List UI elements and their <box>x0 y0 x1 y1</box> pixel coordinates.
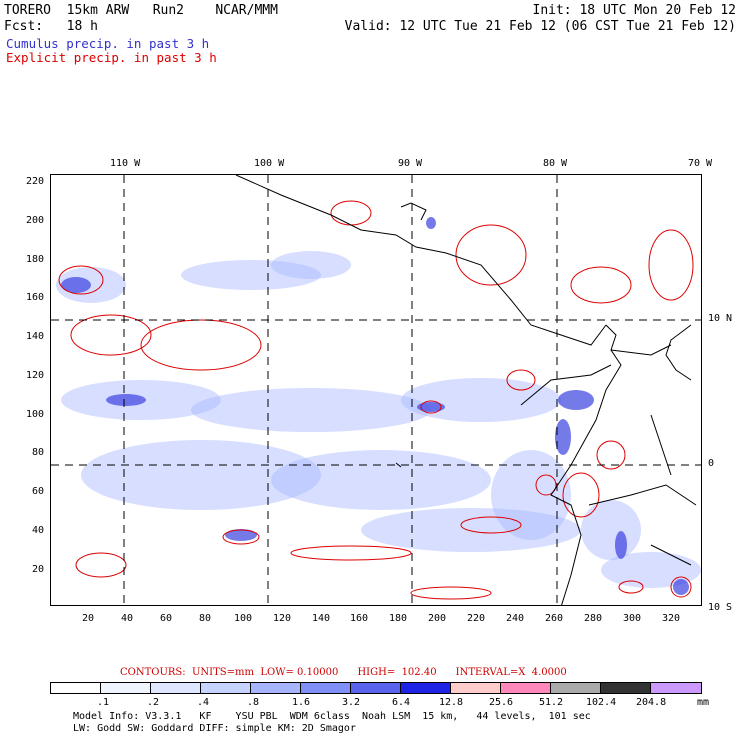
colorbar-swatch <box>350 682 401 694</box>
colorbar-label: .2 <box>147 697 160 708</box>
colorbar-swatch <box>150 682 201 694</box>
y-label: 60 <box>32 486 45 497</box>
lat-label-0: 0 <box>708 458 715 469</box>
x-label: 100 <box>234 613 253 624</box>
colorbar-swatch <box>650 682 702 694</box>
colorbar-label: .1 <box>97 697 110 708</box>
lon-label-100w: 100 W <box>254 158 285 169</box>
colorbar-label: 12.8 <box>439 697 464 708</box>
lat-lon-grid <box>51 175 701 605</box>
lon-label-80w: 80 W <box>543 158 568 169</box>
precip-map <box>50 174 702 606</box>
x-label: 140 <box>312 613 331 624</box>
lon-label-90w: 90 W <box>398 158 423 169</box>
colorbar-swatch <box>100 682 151 694</box>
colorbar-unit: mm <box>697 697 710 708</box>
legend-explicit: Explicit precip. in past 3 h <box>6 50 217 65</box>
colorbar-label: 3.2 <box>342 697 361 708</box>
model-info-line2: LW: Godd SW: Goddard DIFF: simple KM: 2D… <box>73 723 356 734</box>
colorbar-label: 102.4 <box>586 697 617 708</box>
precip-map-canvas <box>51 175 701 605</box>
y-label: 120 <box>26 370 45 381</box>
lon-label-70w: 70 W <box>688 158 713 169</box>
x-label: 240 <box>506 613 525 624</box>
x-label: 200 <box>428 613 447 624</box>
x-label: 20 <box>82 613 95 624</box>
colorbar-label: 1.6 <box>292 697 311 708</box>
colorbar-swatch <box>550 682 601 694</box>
coastlines <box>235 175 697 605</box>
x-label: 120 <box>273 613 292 624</box>
colorbar-swatch <box>500 682 551 694</box>
valid-time: Valid: 12 UTC Tue 21 Feb 12 (06 CST Tue … <box>344 19 736 34</box>
colorbar-swatch <box>250 682 301 694</box>
lat-label-10n: 10 N <box>708 313 733 324</box>
colorbar-swatch <box>200 682 251 694</box>
y-label: 180 <box>26 254 45 265</box>
y-label: 160 <box>26 292 45 303</box>
x-label: 160 <box>350 613 369 624</box>
y-label: 40 <box>32 525 45 536</box>
colorbar-swatch <box>600 682 651 694</box>
contours-info: CONTOURS: UNITS=mm LOW= 0.10000 HIGH= 10… <box>120 667 567 678</box>
y-label: 220 <box>26 176 45 187</box>
x-label: 280 <box>584 613 603 624</box>
colorbar-swatch <box>50 682 101 694</box>
model-info: Model Info: V3.3.1 KF YSU PBL WDM 6class… <box>73 711 591 735</box>
cumulus-precip-fields <box>56 251 701 588</box>
x-label: 220 <box>467 613 486 624</box>
colorbar-label: 6.4 <box>392 697 411 708</box>
x-label: 300 <box>623 613 642 624</box>
x-label: 320 <box>662 613 681 624</box>
colorbar-label: .4 <box>197 697 210 708</box>
cumulus-precip-cores <box>61 217 689 595</box>
y-label: 140 <box>26 331 45 342</box>
colorbar-label: 51.2 <box>539 697 564 708</box>
y-label: 100 <box>26 409 45 420</box>
y-label: 200 <box>26 215 45 226</box>
lat-label-10s: 10 S <box>708 602 733 613</box>
init-time: Init: 18 UTC Mon 20 Feb 12 <box>532 3 737 18</box>
colorbar-label: 25.6 <box>489 697 514 708</box>
model-info-line1: Model Info: V3.3.1 KF YSU PBL WDM 6class… <box>73 711 591 722</box>
colorbar-swatch <box>400 682 451 694</box>
x-label: 80 <box>199 613 212 624</box>
colorbar-swatch <box>450 682 501 694</box>
lon-label-110w: 110 W <box>110 158 141 169</box>
x-label: 260 <box>545 613 564 624</box>
x-label: 40 <box>121 613 134 624</box>
colorbar-label: 204.8 <box>636 697 667 708</box>
colorbar-label: .8 <box>247 697 260 708</box>
forecast-hour: Fcst: 18 h <box>4 19 98 34</box>
y-label: 20 <box>32 564 45 575</box>
model-title: TORERO 15km ARW Run2 NCAR/MMM <box>4 3 278 18</box>
x-label: 180 <box>389 613 408 624</box>
legend-cumulus: Cumulus precip. in past 3 h <box>6 36 210 51</box>
x-label: 60 <box>160 613 173 624</box>
colorbar-swatch <box>300 682 351 694</box>
y-label: 80 <box>32 447 45 458</box>
